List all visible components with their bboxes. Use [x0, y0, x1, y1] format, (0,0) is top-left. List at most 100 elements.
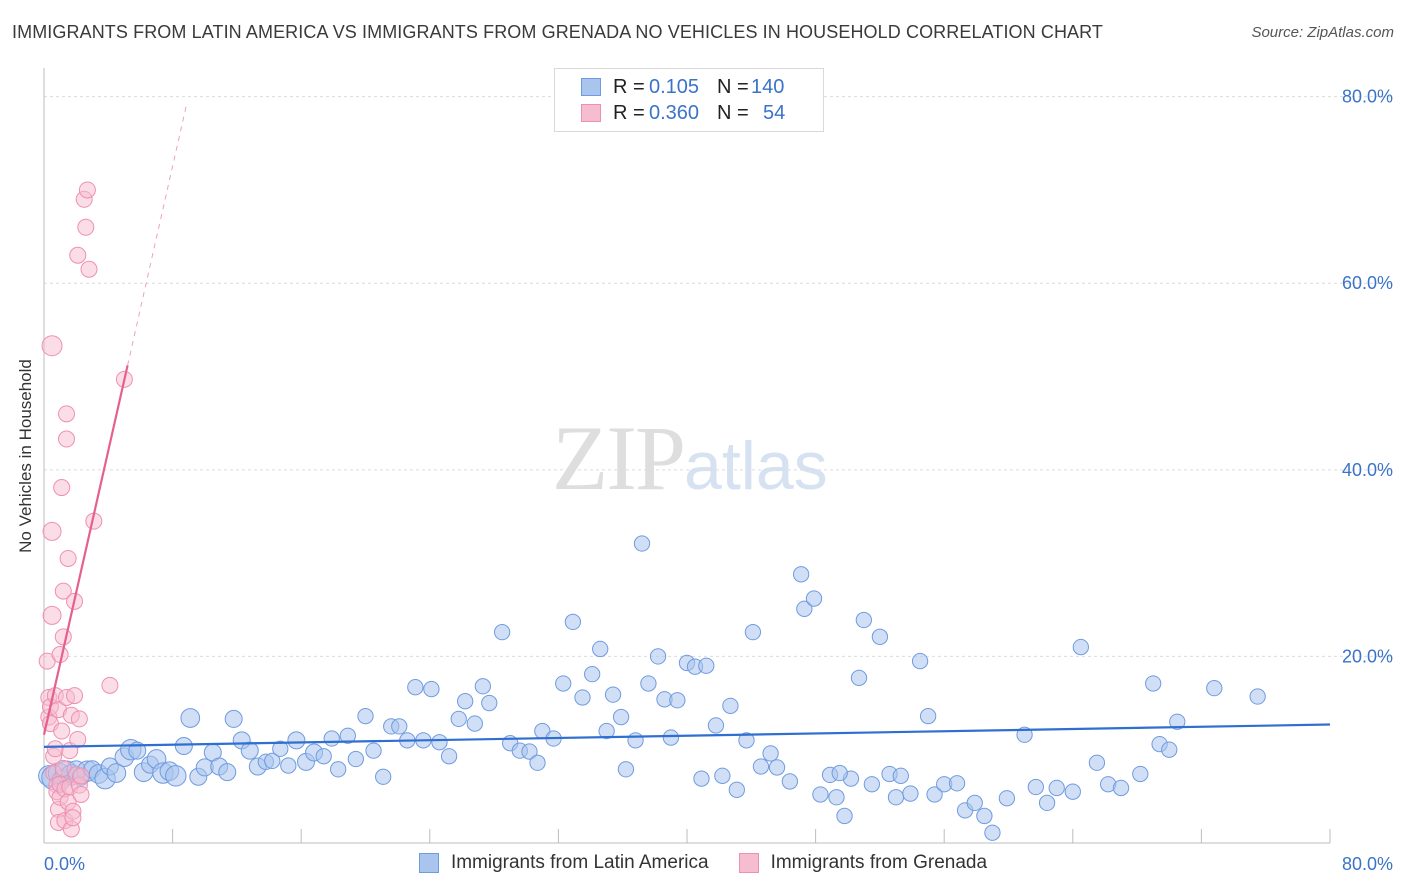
series-legend: Immigrants from Latin America Immigrants…	[0, 852, 1406, 874]
data-point-latin-america	[521, 743, 538, 760]
data-point-latin-america	[240, 741, 259, 760]
data-point-latin-america	[106, 763, 127, 783]
data-point-latin-america	[887, 789, 905, 806]
legend-item-latin-america[interactable]: Immigrants from Latin America	[418, 852, 709, 874]
data-point-latin-america	[855, 611, 872, 629]
data-point-latin-america	[762, 745, 779, 762]
data-point-latin-america	[984, 824, 1001, 841]
data-point-grenada	[77, 218, 95, 236]
data-point-latin-america	[347, 750, 365, 768]
data-point-latin-america	[180, 708, 201, 728]
stats-legend: R = 0.105 N = 140 R = 0.360 N = 54	[554, 68, 824, 132]
data-point-latin-america	[493, 624, 511, 641]
data-point-latin-america	[440, 748, 458, 765]
legend-swatch-pink	[738, 853, 759, 873]
data-point-latin-america	[1088, 754, 1106, 771]
data-point-latin-america	[339, 727, 356, 744]
data-point-grenada	[69, 246, 87, 264]
data-point-latin-america	[407, 679, 424, 696]
data-point-latin-america	[627, 732, 644, 749]
data-point-latin-america	[722, 697, 739, 715]
legend-label: Immigrants from Latin America	[450, 852, 709, 873]
data-point-latin-america	[892, 767, 909, 784]
data-point-latin-america	[612, 708, 630, 726]
legend-swatch-blue	[418, 853, 439, 873]
legend-swatch-pink	[581, 104, 601, 122]
data-point-latin-america	[863, 776, 881, 793]
data-point-latin-america	[450, 710, 467, 728]
data-point-grenada	[72, 767, 90, 785]
data-point-latin-america	[707, 717, 725, 734]
data-point-grenada	[64, 809, 82, 827]
data-point-latin-america	[768, 759, 786, 776]
data-point-latin-america	[323, 730, 340, 747]
data-point-latin-america	[598, 722, 615, 740]
data-point-latin-america	[792, 566, 810, 583]
data-point-grenada	[54, 582, 72, 600]
legend-r-value: 0.360	[649, 101, 700, 124]
data-point-latin-america	[592, 640, 609, 658]
data-point-latin-america	[919, 707, 937, 725]
data-point-latin-america	[365, 742, 382, 759]
trend-line-grenada	[42, 365, 129, 736]
data-point-latin-america	[315, 748, 332, 765]
data-point-latin-america	[926, 786, 943, 803]
data-point-latin-america	[948, 775, 966, 792]
legend-row-grenada: R = 0.360 N = 54	[581, 100, 785, 126]
trend-line-latin-america	[43, 723, 1331, 749]
data-point-grenada	[53, 479, 71, 497]
data-point-latin-america	[752, 758, 770, 775]
data-point-latin-america	[976, 807, 993, 825]
data-point-latin-america	[812, 786, 829, 803]
data-point-grenada	[80, 260, 98, 278]
data-point-latin-america	[431, 734, 448, 751]
source-credit: Source: ZipAtlas.com	[1251, 24, 1394, 41]
data-point-latin-america	[287, 731, 306, 750]
y-tick-label: 40.0%	[1342, 460, 1393, 480]
data-point-latin-america	[375, 768, 392, 785]
data-point-latin-america	[564, 613, 582, 631]
data-point-grenada	[54, 628, 72, 646]
data-point-grenada	[72, 785, 90, 803]
legend-n-label: N =	[717, 75, 749, 98]
data-point-grenada	[66, 687, 84, 705]
legend-swatch-blue	[581, 78, 601, 96]
data-point-grenada	[69, 730, 87, 748]
y-axis-label: No Vehicles in Household	[16, 359, 35, 553]
data-point-latin-america	[330, 761, 347, 778]
data-point-latin-america	[165, 765, 187, 787]
data-point-latin-america	[423, 680, 440, 698]
legend-n-label: N =	[717, 101, 749, 124]
data-point-latin-america	[698, 657, 715, 674]
data-point-grenada	[53, 722, 71, 740]
data-point-latin-america	[1072, 638, 1089, 656]
data-point-latin-america	[264, 752, 281, 770]
y-tick-label: 80.0%	[1342, 87, 1393, 107]
data-point-grenada	[59, 549, 77, 567]
legend-row-latin-america: R = 0.105 N = 140	[581, 74, 784, 100]
data-point-latin-america	[693, 770, 710, 787]
trend-line-grenada-extension	[127, 102, 188, 366]
data-point-latin-america	[998, 790, 1016, 807]
data-point-latin-america	[272, 740, 289, 757]
data-point-latin-america	[466, 715, 483, 732]
data-point-latin-america	[574, 689, 591, 706]
data-point-latin-america	[828, 789, 845, 806]
data-point-grenada	[78, 181, 96, 199]
legend-item-grenada[interactable]: Immigrants from Grenada	[738, 852, 987, 874]
legend-n-value: 140	[751, 75, 785, 98]
data-point-grenada	[41, 335, 63, 357]
legend-r-value: 0.105	[649, 75, 700, 98]
data-point-grenada	[42, 605, 62, 625]
data-point-grenada	[101, 676, 119, 694]
data-point-latin-america	[966, 794, 983, 812]
data-point-latin-america	[744, 624, 762, 641]
data-point-latin-america	[1027, 778, 1044, 796]
data-point-latin-america	[640, 675, 657, 692]
data-point-latin-america	[662, 729, 680, 746]
data-point-latin-america	[649, 648, 667, 665]
legend-r-label: R =	[613, 75, 645, 98]
data-point-latin-america	[781, 773, 799, 790]
legend-r-label: R =	[613, 101, 645, 124]
data-point-latin-america	[1064, 783, 1081, 800]
